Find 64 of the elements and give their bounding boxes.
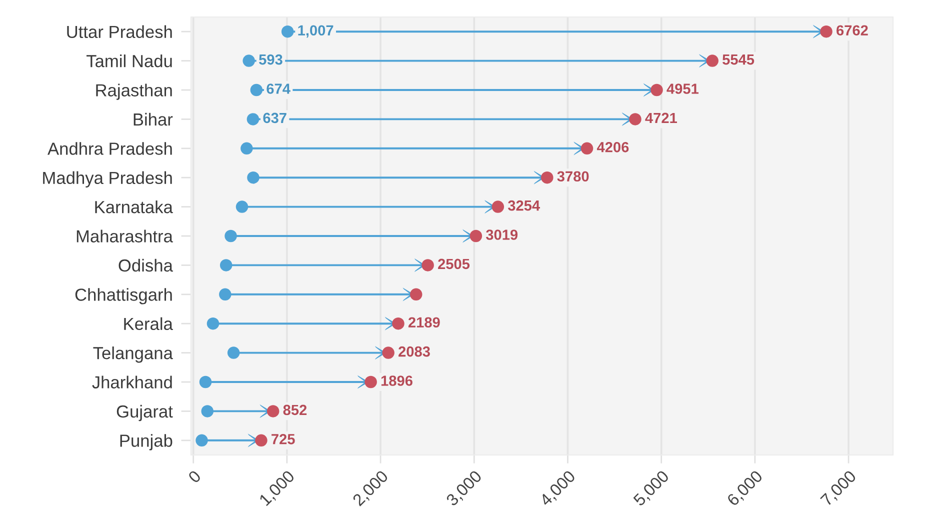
data-label: 3254 — [508, 200, 540, 211]
data-label: 2505 — [438, 258, 470, 270]
data-label: 6762 — [836, 25, 868, 36]
point — [650, 84, 663, 96]
data-label: 674 — [266, 84, 290, 94]
y-tick-label: Bihar — [134, 112, 173, 126]
point — [247, 171, 260, 184]
data-label: 593 — [259, 54, 282, 65]
data-label: 4721 — [645, 112, 677, 123]
point — [422, 259, 434, 272]
y-tick-label: Gujarat — [116, 404, 173, 422]
point — [224, 230, 237, 242]
y-tick-label: Kerala — [124, 317, 173, 330]
point — [392, 317, 404, 330]
data-label: 725 — [272, 434, 295, 444]
y-tick-label: Chhattisgarh — [75, 288, 172, 304]
point — [250, 84, 263, 96]
point — [246, 113, 260, 126]
x-tick-label: 0 — [188, 470, 202, 484]
point — [820, 25, 832, 38]
point — [199, 376, 212, 388]
data-label: 2083 — [398, 346, 430, 357]
point — [227, 346, 240, 359]
point — [266, 405, 280, 418]
point — [470, 230, 482, 242]
y-tick-label: Andhra Pradesh — [48, 142, 172, 155]
data-label: 5545 — [722, 54, 754, 65]
point — [201, 405, 214, 418]
data-label: 3780 — [557, 171, 589, 182]
data-label: 4951 — [666, 84, 699, 94]
y-tick-label: Karnataka — [95, 200, 173, 214]
data-label: 3019 — [486, 230, 518, 240]
data-label: 4206 — [596, 142, 629, 152]
point — [281, 25, 294, 38]
point — [541, 171, 554, 184]
y-tick-label: Madhya Pradesh — [43, 171, 172, 188]
point — [629, 113, 642, 126]
point — [706, 54, 718, 67]
data-label: 1896 — [381, 376, 412, 386]
point — [236, 200, 248, 213]
data-label: 637 — [263, 112, 286, 124]
point — [410, 288, 422, 301]
y-tick-label: Jharkhand — [92, 376, 172, 388]
point — [240, 142, 253, 155]
point — [492, 200, 504, 213]
y-tick-label: Maharashtra — [76, 230, 173, 242]
point — [206, 317, 220, 330]
point — [220, 259, 232, 272]
point — [219, 288, 232, 301]
y-tick-label: Telangana — [93, 346, 173, 363]
y-tick-label: Uttar Pradesh — [67, 25, 172, 38]
point — [242, 54, 255, 67]
y-tick-label: Rajasthan — [96, 84, 172, 100]
point — [255, 434, 268, 447]
y-tick-label: Odisha — [118, 258, 173, 272]
y-tick-label: Punjab — [120, 434, 172, 450]
data-label: 2189 — [408, 317, 440, 328]
point — [364, 376, 377, 388]
data-label: 1,007 — [298, 25, 334, 38]
point — [580, 142, 594, 155]
data-label: 852 — [283, 404, 307, 416]
point — [196, 434, 208, 447]
y-tick-label: Tamil Nadu — [86, 54, 172, 68]
point — [382, 346, 394, 359]
